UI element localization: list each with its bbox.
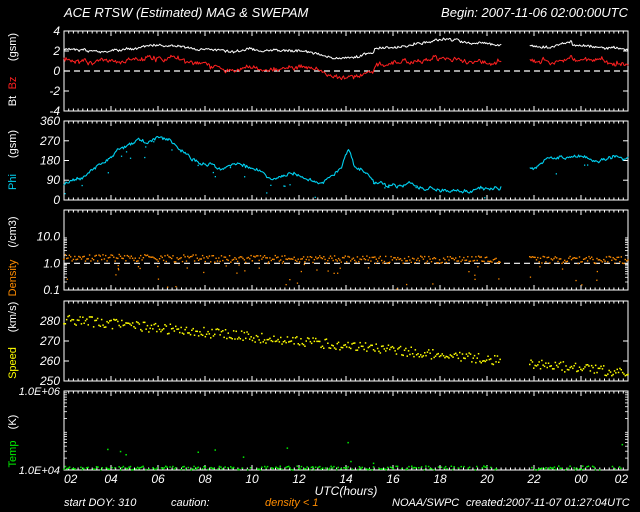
svg-text:270: 270 (39, 334, 60, 348)
svg-text:0.1: 0.1 (43, 283, 60, 297)
svg-text:20: 20 (479, 472, 494, 486)
svg-text:Phi: Phi (7, 174, 19, 190)
svg-text:02: 02 (615, 472, 629, 486)
svg-text:16: 16 (386, 472, 400, 486)
svg-text:22: 22 (526, 472, 541, 486)
svg-text:start DOY: 310: start DOY: 310 (64, 497, 137, 509)
svg-text:12: 12 (292, 472, 306, 486)
svg-text:180: 180 (40, 154, 60, 168)
svg-text:10.0: 10.0 (37, 230, 61, 244)
svg-text:08: 08 (198, 472, 212, 486)
svg-text:(K): (K) (7, 415, 19, 430)
svg-text:360: 360 (40, 114, 60, 128)
svg-text:ACE RTSW (Estimated) MAG & SWE: ACE RTSW (Estimated) MAG & SWEPAM (63, 5, 309, 20)
svg-text:Begin: 2007-11-06 02:00:00UTC: Begin: 2007-11-06 02:00:00UTC (441, 5, 629, 20)
svg-text:(/cm3): (/cm3) (7, 216, 19, 247)
svg-text:1.0E+06: 1.0E+06 (19, 386, 61, 398)
svg-text:1.0: 1.0 (43, 256, 60, 270)
svg-text:(km/s): (km/s) (7, 302, 19, 333)
svg-text:0: 0 (53, 193, 60, 207)
svg-text:0: 0 (53, 64, 60, 78)
svg-text:06: 06 (151, 472, 165, 486)
svg-text:18: 18 (433, 472, 447, 486)
svg-text:(gsm): (gsm) (7, 33, 19, 61)
svg-text:(gsm): (gsm) (7, 130, 19, 158)
svg-text:caution:: caution: (171, 497, 210, 509)
svg-text:Speed: Speed (7, 347, 19, 379)
svg-text:density < 1: density < 1 (265, 497, 319, 509)
svg-text:280: 280 (39, 314, 60, 328)
svg-text:260: 260 (39, 354, 60, 368)
svg-text:10: 10 (245, 472, 259, 486)
svg-text:NOAA/SWPC: NOAA/SWPC (392, 497, 459, 509)
svg-text:2: 2 (52, 44, 60, 58)
svg-text:Temp: Temp (7, 441, 19, 468)
svg-text:1.0E+04: 1.0E+04 (19, 465, 60, 477)
svg-text:04: 04 (104, 472, 118, 486)
svg-text:270: 270 (39, 134, 60, 148)
svg-text:Bz: Bz (7, 77, 19, 90)
svg-text:-2: -2 (49, 84, 60, 98)
svg-text:00: 00 (574, 472, 588, 486)
svg-text:created:2007-11-07 01:27:04UTC: created:2007-11-07 01:27:04UTC (466, 497, 630, 509)
svg-text:02: 02 (64, 472, 78, 486)
svg-text:4: 4 (53, 24, 60, 38)
svg-text:Bt: Bt (7, 96, 19, 106)
svg-text:90: 90 (47, 173, 61, 187)
svg-text:UTC(hours): UTC(hours) (315, 484, 378, 498)
svg-text:Density: Density (7, 259, 19, 296)
